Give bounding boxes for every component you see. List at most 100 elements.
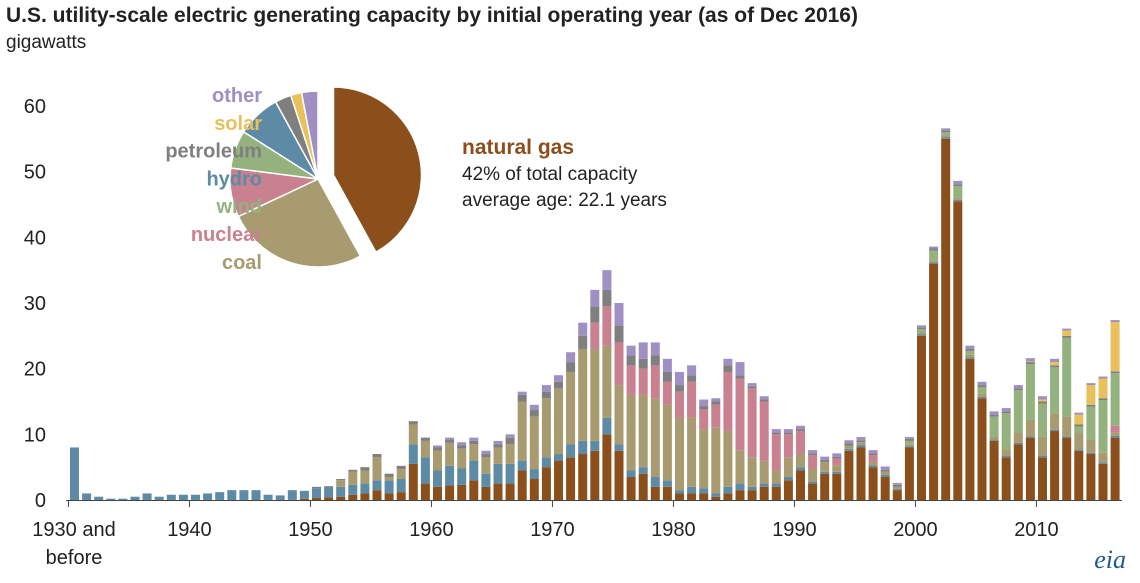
bar-segment-natural-gas [892,490,902,500]
bar-segment-natural-gas [868,467,878,500]
bar-segment-natural-gas [796,470,805,500]
bar-segment-nuclear [783,434,793,458]
bar-segment-petroleum [348,469,358,472]
bar-segment-hydro [602,417,612,435]
bar-segment-hydro [675,490,684,494]
bar-segment-natural-gas [505,483,515,500]
bar-segment-hydro [735,483,745,491]
bar-segment-hydro [118,498,128,500]
x-axis: 1930 and before 1940 1950 1960 1970 1980 1990 20… [32,500,1122,569]
x-tick-label: 1980 [651,519,696,541]
bar-segment-coal [820,461,830,472]
bar-segment-natural-gas [747,490,757,500]
bar-segment-other [566,352,576,363]
bar-segment-coal [844,445,854,449]
bar-segment-natural-gas [880,477,890,500]
bar-segment-natural-gas [433,486,442,500]
bar-segment-petroleum [917,327,926,330]
y-tick-label: 40 [24,227,46,249]
bar-segment-natural-gas [1013,444,1023,500]
bar-segment-coal [723,431,733,487]
x-tick-label: 2010 [1014,519,1059,541]
bar-segment-hydro [892,488,902,491]
bar-segment-natural-gas [1074,450,1084,500]
bar-segment-natural-gas [735,490,745,500]
bar-segment-hydro [554,454,563,461]
bar-segment-natural-gas [529,478,539,500]
bar-segment-hydro [759,483,769,487]
bar-segment-nuclear [638,368,648,395]
bar-segment-natural-gas [384,493,394,500]
bar-segment-petroleum [880,469,890,472]
bar-segment-petroleum [1086,404,1096,407]
bar-segment-other [868,450,878,454]
bar-segment-nuclear [602,306,612,346]
bar-segment-other [747,383,757,387]
bar-segment-solar [1050,362,1060,366]
bar-segment-other [1025,358,1035,362]
bar-segment-wind [1001,413,1011,450]
bar-segment-hydro [650,477,660,487]
bar-segment-hydro [953,199,963,202]
bar-segment-petroleum [820,459,830,462]
bar-segment-coal [433,450,442,471]
bar-segment-coal [796,454,805,468]
bar-segment-natural-gas [989,440,999,500]
bar-segment-coal [578,348,588,441]
bar-segment-natural-gas [808,483,818,500]
bar-segment-natural-gas [965,358,975,500]
bar-segment-petroleum [457,445,467,449]
bar-segment-natural-gas [941,138,951,501]
bar-segment-hydro [372,480,382,491]
bar-segment-natural-gas [759,486,769,500]
bar-segment-natural-gas [420,483,430,500]
bar-segment-petroleum [312,486,321,489]
bar-segment-natural-gas [1062,437,1072,500]
bar-segment-petroleum [433,447,442,451]
bar-segment-hydro [263,494,273,500]
bar-segment-hydro [904,446,914,448]
bar-segment-petroleum [808,453,818,456]
bar-segment-hydro [844,448,854,451]
bar-segment-petroleum [711,401,721,405]
bar-segment-nuclear [699,409,709,430]
bar-segment-nuclear [771,434,781,471]
bar-segment-coal [1074,433,1084,450]
bar-segment-hydro [771,483,781,487]
bar-segment-natural-gas [832,473,842,500]
pie-chart [229,86,423,268]
bar-segment-petroleum [360,467,370,471]
bar-segment-coal [953,197,963,200]
bar-segment-nuclear [590,322,600,349]
bar-segment-other [626,345,636,356]
bar-segment-petroleum [1050,365,1060,368]
bar-segment-natural-gas [493,483,503,500]
bar-segment-natural-gas [723,493,733,500]
bar-segment-hydro [178,494,188,500]
bar-segment-hydro [1001,456,1011,458]
bar-segment-natural-gas [1001,457,1011,500]
pie-slice-coal [237,178,362,268]
bar-segment-hydro [1050,429,1060,432]
bar-segment-hydro [529,469,539,479]
bar-segment-coal [808,468,818,482]
bar-segment-coal [554,388,563,455]
bar-segment-hydro [711,493,721,497]
bar-segment-coal [384,477,394,481]
bar-segment-hydro [433,470,442,487]
bar-segment-petroleum [723,365,733,372]
bar-segment-coal [711,427,721,494]
bar-segment-hydro [929,262,939,264]
bar-segment-other [1062,328,1072,331]
bar-segment-other [638,342,648,359]
bar-segment-hydro [420,457,430,484]
bar-segment-coal [336,480,346,487]
bar-segment-coal [880,471,890,476]
bar-segment-other [1086,383,1096,386]
bar-segment-coal [699,429,709,489]
bar-segment-hydro [215,492,225,500]
bar-segment-other [505,434,515,438]
bar-segment-natural-gas [1050,431,1060,500]
bar-segment-hydro [808,481,818,484]
bar-segment-coal [408,424,418,445]
